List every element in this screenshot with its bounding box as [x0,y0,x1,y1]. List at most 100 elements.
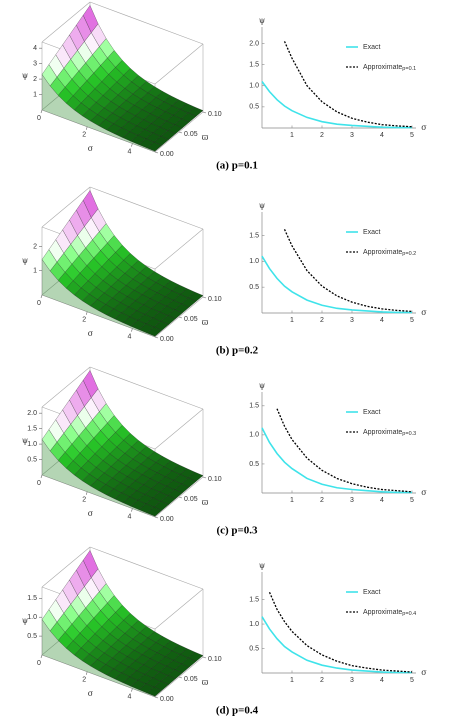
y-tick-label: 0.00 [160,516,174,523]
surface-cell [41,249,58,272]
box-edge [154,588,204,630]
caption: (d) p=0.4 [216,705,259,717]
box-edge [154,228,204,270]
series-line [261,81,412,129]
z-tick-label: 1 [33,268,37,275]
surface-cell [41,429,58,452]
x-tick-label: 1 [290,497,294,504]
legend-label: Exact [363,409,381,416]
z-axis-label: ψ [22,71,28,80]
series-line [283,41,413,128]
x-tick-label: 1 [290,317,294,324]
z-tick-label: 1.5 [27,425,37,432]
y-tick-label: 0.05 [184,496,198,503]
line-chart: ψ σ 1 2 3 4 5 0.5 1.0 1.5 Exact Approximatep=0.4 [249,561,427,684]
x-tick [85,311,88,315]
z-tick-label: 2 [33,243,37,250]
z-tick-label: 3 [33,60,37,67]
box-edge [41,474,156,518]
y-axis-label: ψ [259,381,265,390]
y-tick-label: 1.5 [249,232,259,239]
x-tick-label: 4 [127,693,131,700]
y-tick-label: 0.00 [160,336,174,343]
legend-name: Approximate [363,609,402,616]
legend-name: Exact [363,44,381,51]
y-axis-label: ψ [259,201,265,210]
x-tick [131,328,133,332]
x-tick-label: 2 [320,132,324,139]
y-tick-label: 1.0 [249,83,259,90]
y-tick-label: 0.00 [160,151,174,158]
box-edge [41,109,156,153]
y-tick-label: 1.0 [249,432,259,439]
x-tick-label: 0 [37,480,41,487]
x-tick-label: 3 [350,497,354,504]
y-tick-label: 0.10 [208,111,222,118]
y-tick [202,111,207,114]
box-edge [41,654,156,698]
y-tick [202,296,207,299]
z-tick-label: 1.5 [27,595,37,602]
x-tick-label: 4 [127,333,131,340]
caption: (c) p=0.3 [216,525,258,537]
line-chart: ψ σ 1 2 3 4 5 0.5 1.0 1.5 2.0 Exact Approximatep=0.1 [249,16,427,139]
series-line [283,229,413,313]
legend-subscript: p=0.1 [402,66,416,72]
x-tick-label: 2 [82,497,86,504]
z-axis-label: ψ [22,436,28,445]
series-line [261,616,412,674]
x-tick-label: 4 [380,677,384,684]
x-tick [40,654,43,659]
series-line [261,255,412,314]
x-axis-label: σ [421,123,427,132]
series-line [276,408,413,493]
x-axis-label: σ [421,668,427,677]
y-tick-label: 0.10 [208,296,222,303]
z-tick-label: 0.5 [27,456,37,463]
x-tick-label: 1 [290,677,294,684]
legend-name: Exact [363,589,381,596]
y-tick-label: 2.0 [249,40,259,47]
y-tick [154,336,159,339]
x-tick-label: 1 [290,132,294,139]
x-tick-label: 0 [37,300,41,307]
y-tick-label: 1.5 [249,403,259,410]
y-tick [178,496,183,499]
surface-side [41,258,156,338]
x-tick [85,126,88,130]
x-tick-label: 2 [320,497,324,504]
x-tick [131,508,133,512]
x-tick-label: 2 [320,317,324,324]
surface-side [41,73,156,153]
x-tick-label: 3 [350,317,354,324]
surface-cell [41,609,58,632]
legend-name: Exact [363,229,381,236]
z-tick-label: 4 [33,45,37,52]
y-tick-label: 0.00 [160,696,174,703]
x-tick [40,474,43,479]
z-tick-label: 1 [33,91,37,98]
legend-label: Approximatep=0.1 [363,64,416,73]
y-tick [202,656,207,659]
y-tick-label: 1.5 [249,596,259,603]
box-edge [41,294,156,338]
y-tick-label: 0.5 [249,104,259,111]
legend-subscript: p=0.3 [402,431,416,437]
x-tick [40,294,43,299]
legend-name: Approximate [363,429,402,436]
legend-name: Approximate [363,249,402,256]
y-tick [202,476,207,479]
x-axis-label: σ [88,144,94,153]
z-tick-label: 1.0 [27,441,37,448]
z-axis-label: ψ [22,616,28,625]
legend-label: Exact [363,589,381,596]
box-edge [89,1,204,45]
x-tick-label: 2 [320,677,324,684]
y-tick [154,696,159,699]
z-tick-label: 0.5 [27,633,37,640]
box-edge [41,366,91,408]
surface-side [41,438,156,518]
y-axis-label: ψ [259,16,265,25]
box-edge [89,186,204,230]
